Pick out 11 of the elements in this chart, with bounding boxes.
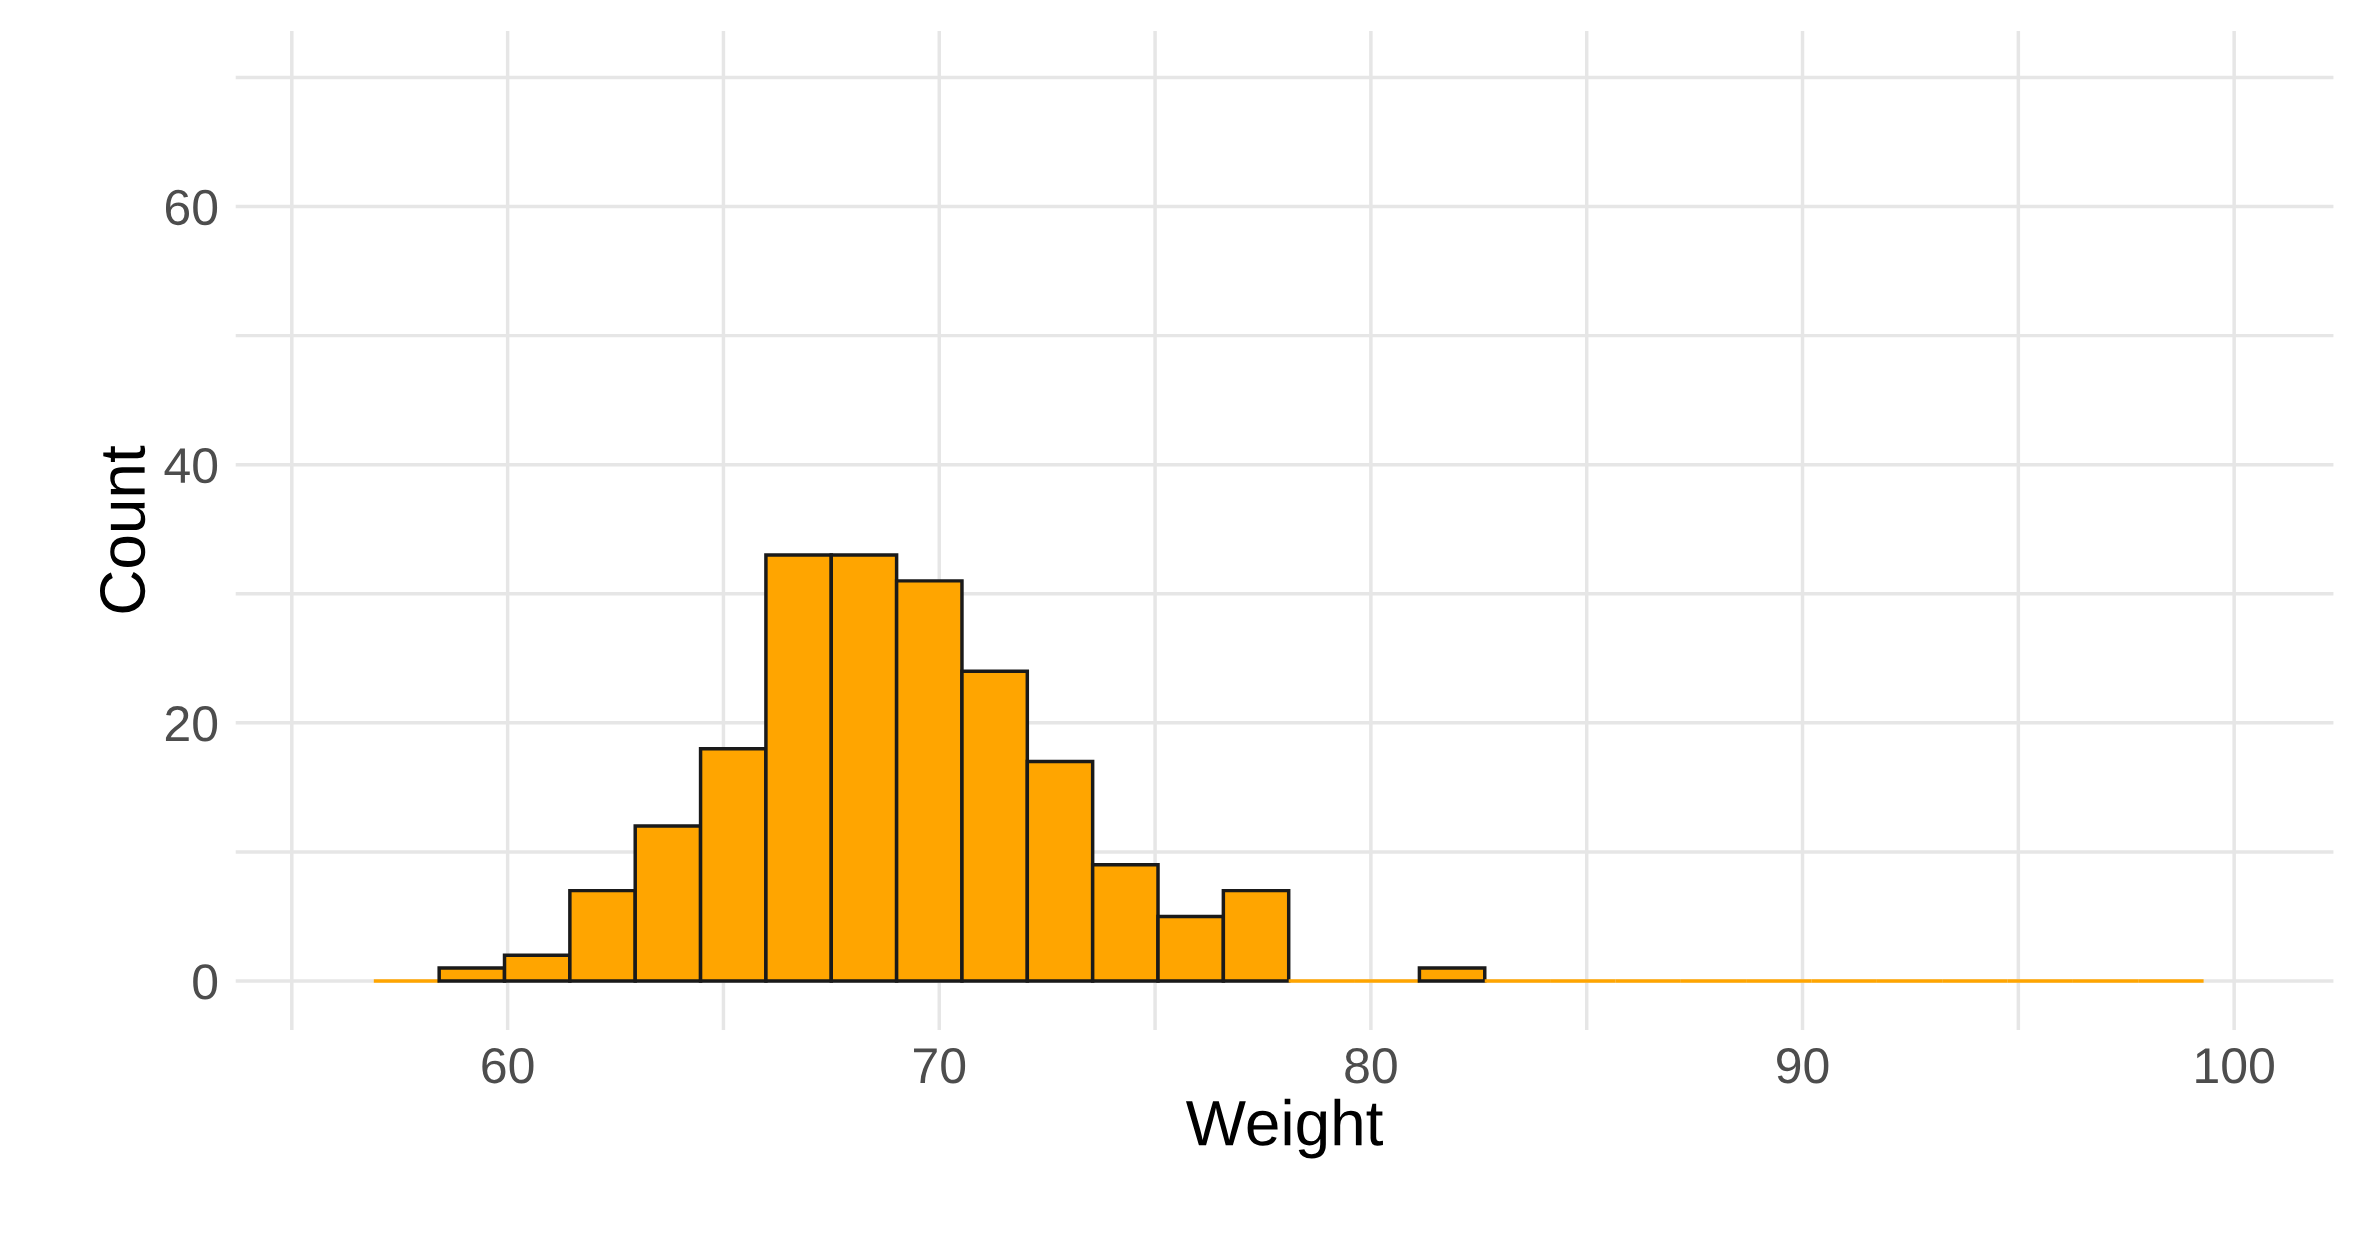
y-axis-title: Count [100, 445, 146, 613]
x-tick-label: 90 [1777, 1048, 1829, 1084]
x-tick-label: 70 [914, 1048, 966, 1084]
y-tick-label: 60 [165, 189, 218, 226]
y-tick-label: 0 [193, 964, 218, 1000]
x-tick-label: 60 [482, 1048, 534, 1084]
x-tick-label: 80 [1345, 1048, 1397, 1084]
y-tick-label: 40 [164, 447, 218, 484]
y-tick-label: 20 [165, 706, 218, 742]
x-tick-label: 100 [2196, 1048, 2274, 1084]
x-axis-title: Weight [1185, 1098, 1383, 1159]
